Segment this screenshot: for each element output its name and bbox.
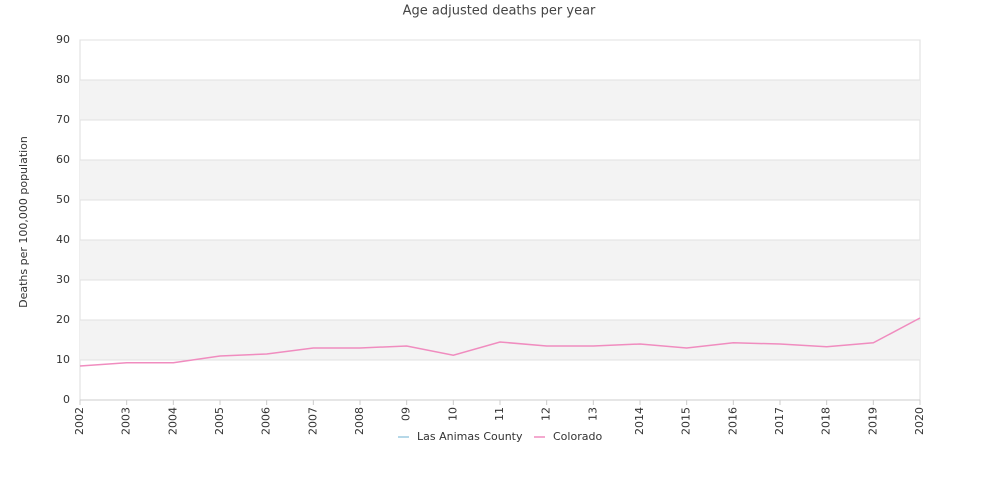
x-tick-label: 10	[446, 407, 459, 421]
grid-band	[80, 320, 920, 360]
legend-label: Las Animas County	[417, 430, 523, 443]
grid-band	[80, 160, 920, 200]
x-tick-label: 2020	[913, 407, 926, 435]
chart-title: Age adjusted deaths per year	[403, 4, 596, 19]
x-tick-label: 11	[493, 407, 506, 421]
x-tick-label: 2017	[773, 407, 786, 435]
y-tick-label: 10	[56, 353, 70, 366]
y-tick-label: 40	[56, 233, 70, 246]
y-tick-label: 0	[63, 393, 70, 406]
x-tick-label: 2003	[120, 407, 133, 435]
y-tick-label: 80	[56, 73, 70, 86]
x-tick-label: 2008	[353, 407, 366, 435]
x-tick-label: 2006	[260, 407, 273, 435]
y-tick-label: 30	[56, 273, 70, 286]
y-tick-label: 70	[56, 113, 70, 126]
x-tick-label: 12	[540, 407, 553, 421]
series-line	[79, 317, 921, 367]
x-tick-label: 2015	[680, 407, 693, 435]
x-tick-label: 2018	[820, 407, 833, 435]
x-tick-label: 2004	[166, 407, 179, 435]
x-tick-label: 2005	[213, 407, 226, 435]
y-tick-label: 90	[56, 33, 70, 46]
y-tick-label: 20	[56, 313, 70, 326]
x-tick-label: 2014	[633, 407, 646, 435]
grid-band	[80, 240, 920, 280]
grid-band	[80, 80, 920, 120]
y-tick-label: 50	[56, 193, 70, 206]
x-tick-label: 2002	[73, 407, 86, 435]
y-axis-label: Deaths per 100,000 population	[17, 136, 30, 308]
y-tick-label: 60	[56, 153, 70, 166]
legend-label: Colorado	[553, 430, 602, 443]
x-tick-label: 2016	[726, 407, 739, 435]
x-tick-label: 13	[586, 407, 599, 421]
x-tick-label: 2019	[866, 407, 879, 435]
x-tick-label: 09	[400, 407, 413, 421]
x-tick-label: 2007	[306, 407, 319, 435]
